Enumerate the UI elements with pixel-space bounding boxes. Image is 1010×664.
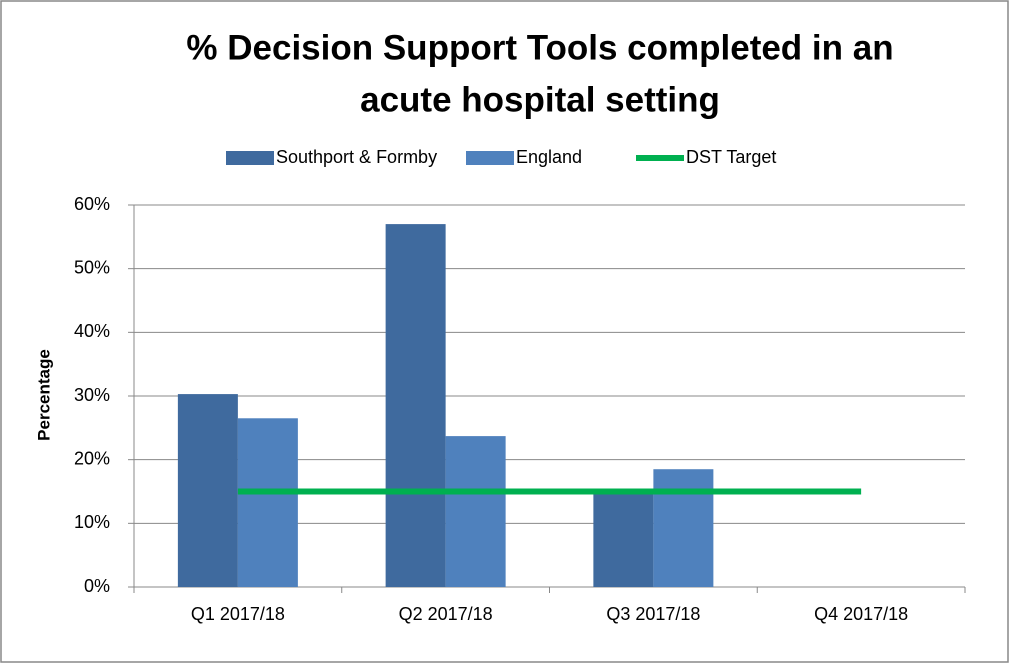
y-tick-label: 0% — [84, 576, 110, 596]
chart-title: acute hospital setting — [360, 80, 720, 119]
x-tick-label: Q3 2017/18 — [606, 604, 700, 624]
bar — [653, 469, 714, 587]
bar — [237, 418, 298, 587]
y-tick-label: 40% — [74, 321, 110, 341]
bar — [177, 394, 238, 587]
x-tick-label: Q4 2017/18 — [814, 604, 908, 624]
legend-swatch — [466, 151, 514, 165]
y-tick-label: 50% — [74, 257, 110, 277]
x-tick-label: Q1 2017/18 — [191, 604, 285, 624]
x-tick-label: Q2 2017/18 — [399, 604, 493, 624]
bar — [593, 491, 654, 587]
y-tick-label: 60% — [74, 194, 110, 214]
y-tick-label: 10% — [74, 512, 110, 532]
legend-swatch — [226, 151, 274, 165]
bar — [385, 224, 446, 587]
bar — [445, 436, 506, 587]
y-tick-label: 30% — [74, 385, 110, 405]
chart-title: % Decision Support Tools completed in an — [186, 28, 893, 67]
legend-label: England — [516, 147, 582, 167]
legend-label: Southport & Formby — [276, 147, 437, 167]
legend-label: DST Target — [686, 147, 776, 167]
y-tick-label: 20% — [74, 448, 110, 468]
y-axis-label: Percentage — [34, 349, 53, 441]
